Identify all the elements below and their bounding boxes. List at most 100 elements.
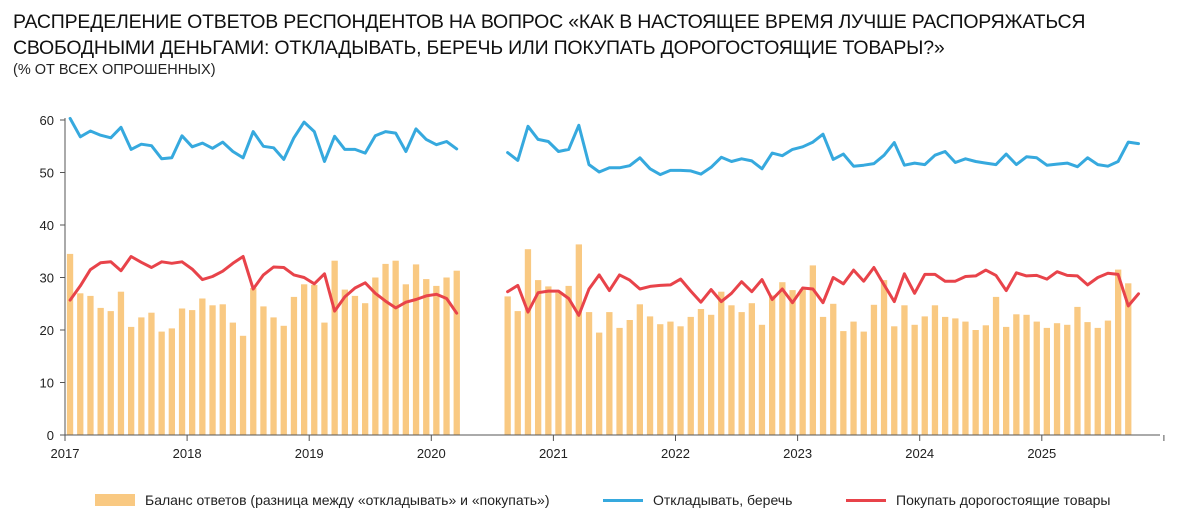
- x-tick-label: 2022: [661, 446, 690, 461]
- buy-line-segment-2: [506, 266, 1140, 317]
- balance-bar: [840, 331, 847, 436]
- x-tick-label: 2021: [539, 446, 568, 461]
- balance-bar: [270, 317, 277, 435]
- balance-bar: [942, 316, 949, 435]
- balance-bar: [331, 260, 338, 435]
- balance-bar: [860, 331, 867, 435]
- balance-bar: [168, 328, 175, 435]
- balance-bar: [392, 260, 399, 435]
- balance-bar: [596, 332, 603, 435]
- balance-bar: [117, 291, 125, 435]
- balance-bar: [443, 277, 450, 435]
- balance-bar: [1023, 314, 1030, 435]
- balance-bar: [799, 289, 806, 435]
- balance-bar: [667, 321, 674, 435]
- balance-bar: [626, 320, 633, 435]
- balance-bar: [809, 265, 816, 435]
- balance-bar: [1115, 269, 1122, 435]
- balance-bar: [931, 305, 939, 435]
- balance-bar: [708, 314, 715, 435]
- x-tick-label: 2025: [1027, 446, 1056, 461]
- balance-bar: [819, 316, 827, 435]
- chart-legend: Баланс ответов (разница между «откладыва…: [0, 492, 1183, 520]
- balance-bar: [301, 284, 308, 435]
- balance-bar: [535, 280, 542, 435]
- balance-bar: [1125, 283, 1132, 435]
- balance-bar: [372, 277, 379, 435]
- balance-bar: [616, 327, 623, 435]
- balance-bar: [728, 305, 735, 435]
- balance-bar: [677, 326, 684, 435]
- legend-label-buy: Покупать дорогостоящие товары: [896, 492, 1111, 508]
- balance-bar: [209, 305, 216, 435]
- x-tick-label: 2020: [417, 446, 446, 461]
- balance-bar: [77, 293, 84, 436]
- balance-bar: [219, 304, 226, 435]
- balance-bar: [657, 324, 664, 435]
- legend-swatch-buy: [846, 498, 886, 502]
- legend-label-save: Откладывать, беречь: [653, 492, 793, 508]
- balance-bar: [128, 326, 135, 436]
- series-lines: [68, 116, 1140, 317]
- balance-bar: [189, 310, 196, 436]
- y-tick-label: 50: [40, 166, 54, 181]
- chart-axes: 0 10 20 30 40 50 60 2017 2018 2019 2020 2021 2022 202…: [40, 113, 1165, 461]
- balance-bar: [687, 316, 694, 435]
- balance-bar: [565, 285, 572, 435]
- balance-bar: [636, 304, 643, 435]
- balance-bar: [1094, 327, 1101, 435]
- y-tick-label: 10: [40, 376, 54, 391]
- y-tick-label: 0: [47, 428, 54, 443]
- balance-bar: [972, 330, 979, 435]
- balance-bar: [1033, 321, 1040, 435]
- balance-bar: [239, 335, 247, 435]
- balance-bar: [1043, 327, 1050, 435]
- balance-bar: [199, 298, 206, 435]
- balance-bar: [250, 288, 257, 435]
- chart-subtitle: (% ОТ ВСЕХ ОПРОШЕННЫХ): [13, 62, 216, 78]
- balance-bar: [158, 331, 165, 435]
- balance-bar: [341, 289, 348, 435]
- balance-bar: [769, 295, 776, 436]
- balance-bar: [1074, 306, 1081, 435]
- balance-bar: [880, 280, 888, 435]
- balance-bar: [311, 284, 318, 436]
- balance-bar: [891, 326, 898, 435]
- balance-bar: [1003, 326, 1010, 436]
- balance-bar: [138, 317, 145, 435]
- legend-swatch-balance: [95, 494, 135, 506]
- save-line-segment-2: [506, 123, 1140, 177]
- balance-bar: [1064, 324, 1071, 436]
- balance-bar: [718, 291, 725, 435]
- balance-bar: [555, 292, 562, 435]
- balance-bar: [779, 282, 786, 435]
- balance-bar: [433, 285, 440, 435]
- balance-bar: [453, 270, 460, 435]
- x-tick-label: 2017: [51, 446, 80, 461]
- balance-bar: [921, 316, 928, 436]
- x-tick-label: 2024: [905, 446, 934, 461]
- save-line-segment-1: [68, 116, 459, 163]
- balance-bar: [280, 325, 287, 435]
- y-tick-label: 60: [40, 113, 54, 128]
- legend-label-balance: Баланс ответов (разница между «откладыва…: [145, 492, 550, 508]
- balance-bar: [1084, 322, 1091, 435]
- balance-bar: [1053, 323, 1061, 435]
- balance-bar: [830, 303, 837, 436]
- balance-bar: [952, 318, 959, 435]
- balance-bar: [402, 284, 409, 435]
- balance-bar: [545, 286, 552, 435]
- chart-title-line2: СВОБОДНЫМИ ДЕНЬГАМИ: ОТКЛАДЫВАТЬ, БЕРЕЧЬ…: [13, 37, 945, 59]
- balance-bar: [423, 279, 430, 435]
- balance-bar: [412, 264, 420, 435]
- legend-item-save: Откладывать, беречь: [603, 492, 792, 508]
- balance-bar: [911, 324, 918, 436]
- balance-bar: [382, 263, 389, 436]
- buy-line-segment-1: [68, 255, 459, 315]
- balance-bar: [87, 295, 94, 435]
- balance-bar: [738, 312, 745, 435]
- balance-bar: [1104, 320, 1112, 436]
- balance-bar: [992, 296, 1000, 435]
- x-tick-label: 2019: [295, 446, 324, 461]
